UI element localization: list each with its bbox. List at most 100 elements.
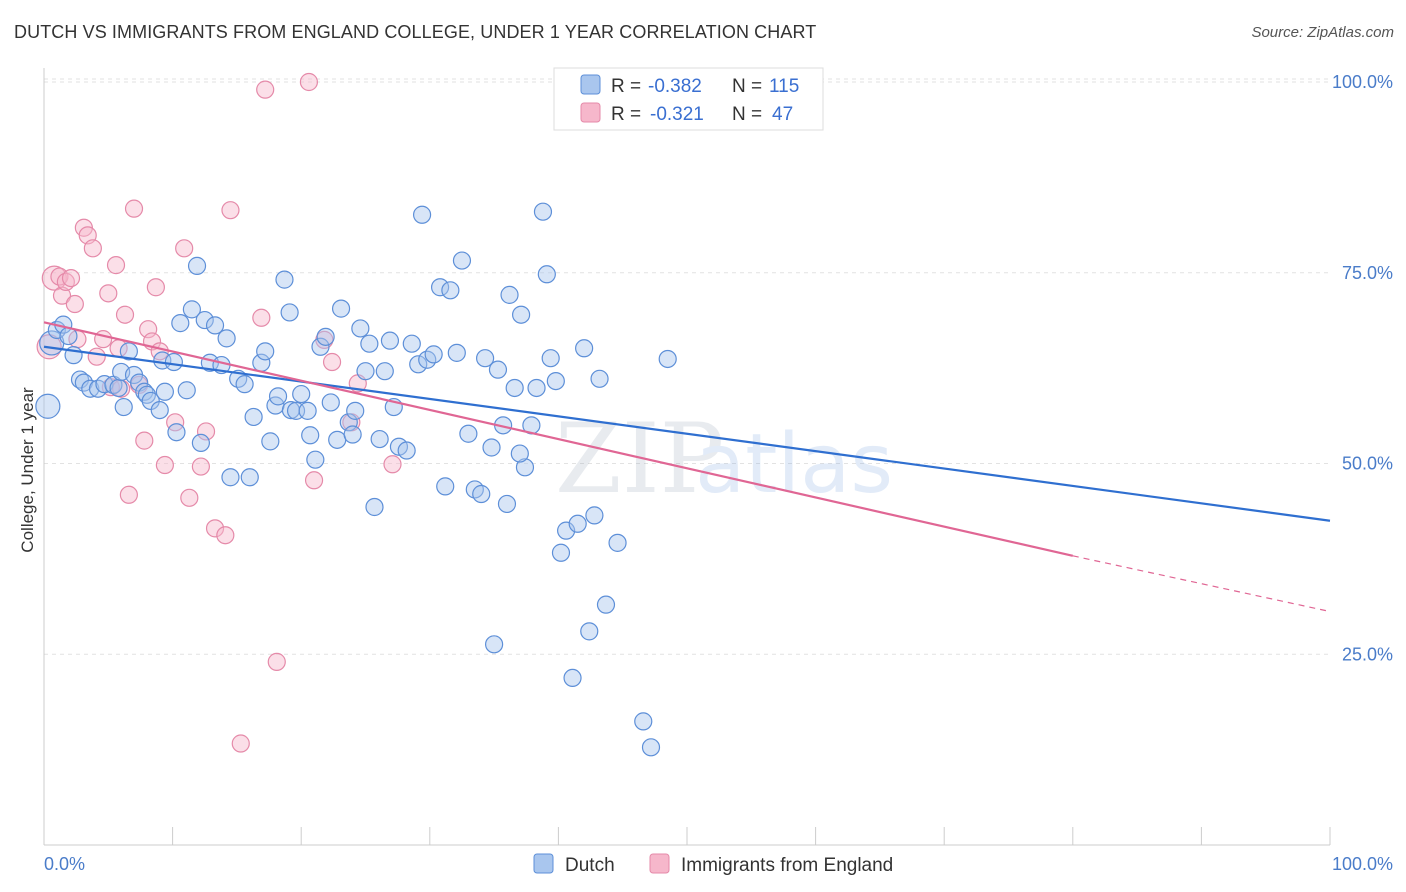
england-trend-extension [1072,555,1331,613]
dutch-point-86 [482,438,501,457]
legend-swatch-england [580,102,601,123]
dutch-point-76 [424,345,443,364]
dutch-point-73 [409,355,428,374]
dutch-point-101 [563,668,582,688]
dutch-point-47 [280,303,299,322]
dutch-point-15 [119,342,138,361]
legend-n-label-england: N = [732,104,762,125]
dutch-point-68 [380,331,400,350]
england-point-37 [252,308,271,327]
dutch-point-25 [167,423,186,442]
dutch-point-91 [512,305,531,324]
dutch-point-51 [298,401,317,420]
dutch-point-58 [331,299,351,318]
dutch-point-45 [268,387,288,406]
dutch-point-27 [177,381,196,400]
dutch-point-109 [485,635,504,654]
england-point-27 [155,455,174,475]
dutch-point-30 [191,433,210,452]
dutch-point-62 [351,319,370,338]
dutch-point-114 [510,444,529,463]
dutch-point-63 [356,362,375,381]
bottom-legend-swatch-dutch [533,853,554,874]
england-point-43 [322,352,342,372]
england-point-1 [41,265,67,291]
dutch-point-31 [195,310,214,330]
dutch-point-0 [35,393,61,419]
dutch-point-99 [551,543,571,562]
dutch-point-50 [292,384,311,404]
dutch-point-26 [171,314,190,333]
watermark: ZIP atlas [555,403,893,515]
dutch-point-71 [397,441,416,460]
england-point-12 [94,330,113,349]
dutch-point-64 [360,334,379,353]
dutch-point-12 [109,378,128,398]
dutch-point-105 [585,506,604,525]
england-point-22 [135,431,154,450]
dutch-point-60 [343,425,362,444]
england-point-13 [99,284,118,303]
dutch-point-53 [306,450,325,469]
dutch-point-21 [150,400,169,420]
dutch-point-66 [370,429,389,449]
dutch-point-108 [608,533,627,552]
y-tick-label-0: 25.0% [1342,644,1393,664]
dutch-point-113 [497,494,517,514]
dutch-point-67 [375,362,394,381]
dutch-point-54 [311,337,330,356]
dutch-point-112 [658,349,677,369]
bottom-legend-dutch: Dutch [565,855,615,876]
dutch-point-79 [441,281,460,300]
dutch-point-23 [155,382,174,401]
bottom-legend: Dutch Immigrants from England [533,853,893,876]
trend-lines [43,321,1331,613]
england-point-10 [83,239,102,258]
dutch-point-39 [240,468,259,487]
dutch-point-96 [537,265,556,284]
dutch-point-74 [412,205,432,224]
dutch-point-29 [187,256,207,275]
england-point-19 [119,485,138,504]
chart-title: DUTCH VS IMMIGRANTS FROM ENGLAND COLLEGE… [14,22,817,42]
england-point-40 [299,72,319,92]
dutch-point-97 [541,349,560,368]
dutch-point-14 [114,397,133,417]
england-point-31 [191,457,210,476]
dutch-point-92 [515,458,535,477]
dutch-point-80 [447,343,466,362]
dutch-point-55 [316,327,335,346]
england-point-6 [65,294,84,314]
dutch-point-84 [472,484,491,504]
england-point-5 [61,268,81,288]
legend-r-label-dutch: R = [611,76,641,97]
dutch-point-36 [221,468,240,487]
dutch-point-52 [301,426,320,445]
england-trend-line [43,321,1074,557]
dutch-point-8 [81,379,100,398]
dutch-point-103 [575,339,594,358]
y-tick-labels: 25.0% 50.0% 75.0% 100.0% [1332,72,1393,664]
bottom-legend-swatch-england [649,853,670,874]
dutch-point-106 [590,369,609,388]
watermark-atlas: atlas [695,417,893,512]
dutch-point-111 [641,738,661,757]
watermark-zip: ZIP [555,403,724,515]
dutch-point-102 [568,514,587,533]
legend-r-england: -0.321 [650,104,704,125]
dutch-point-104 [580,622,599,641]
x-tick-min: 0.0% [44,854,85,874]
y-tick-label-3: 100.0% [1332,72,1393,92]
england-point-33 [205,519,225,538]
dutch-point-98 [546,371,565,391]
dutch-point-89 [500,285,519,304]
chart-source: Source: ZipAtlas.com [1251,24,1394,41]
dutch-point-72 [402,334,421,353]
england-point-41 [304,471,324,490]
x-tick-max: 100.0% [1332,854,1393,874]
dutch-point-82 [459,424,478,443]
dutch-point-42 [256,342,275,361]
dutch-point-81 [452,251,472,270]
dutch-point-28 [182,300,201,319]
legend-n-england: 47 [772,104,793,125]
